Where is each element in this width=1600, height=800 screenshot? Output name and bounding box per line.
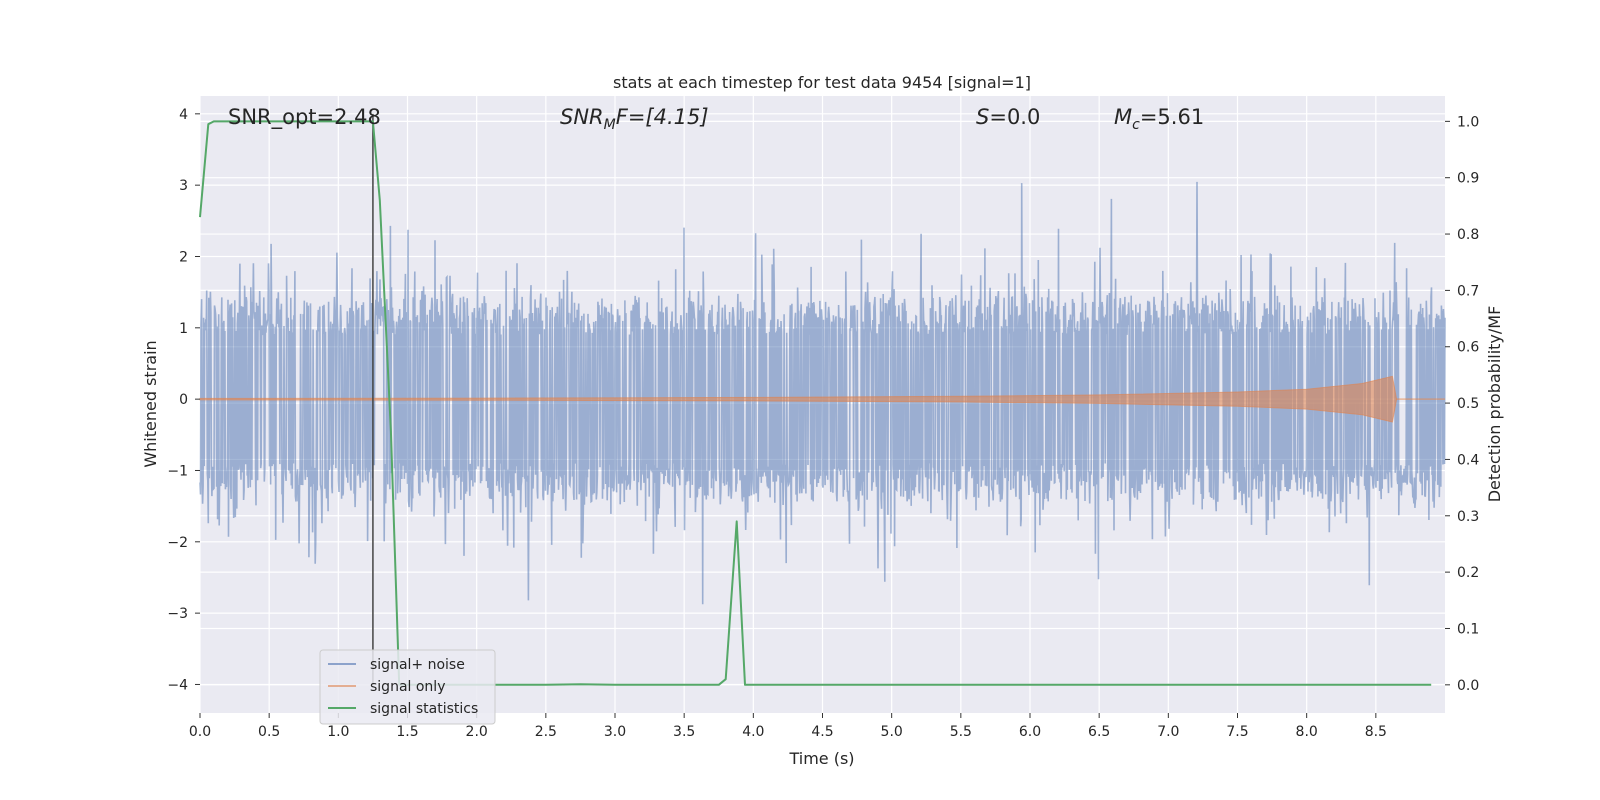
legend-box xyxy=(319,649,496,725)
y-tick-label-left-6: −2 xyxy=(167,535,188,551)
signal-envelope xyxy=(199,375,1398,423)
x-tick-label-1: 0.5 xyxy=(258,724,280,740)
annotation-s-main: S xyxy=(976,105,989,129)
annotation-s-rest: =0.0 xyxy=(989,105,1040,129)
y-tick-label-right-7: 0.3 xyxy=(1457,509,1479,525)
annotation-snr-mf: SNRMF=[4.15] xyxy=(560,105,709,133)
y-tick-label-right-6: 0.4 xyxy=(1457,452,1479,468)
x-tick-label-11: 5.5 xyxy=(950,724,972,740)
y-tick-label-left-2: 2 xyxy=(179,249,188,265)
x-tick-label-17: 8.5 xyxy=(1365,724,1387,740)
annotation-mc-sub: c xyxy=(1132,117,1140,133)
y-tick-label-left-4: 0 xyxy=(179,392,188,408)
y-tick-label-right-2: 0.8 xyxy=(1457,227,1479,243)
y-tick-label-right-1: 0.9 xyxy=(1457,171,1479,187)
x-tick-label-3: 1.5 xyxy=(396,724,418,740)
x-tick-label-2: 1.0 xyxy=(327,724,349,740)
x-tick-label-8: 4.0 xyxy=(742,724,764,740)
y-tick-label-left-7: −3 xyxy=(167,606,188,622)
x-axis-ticks: 0.0 0.5 1.0 1.5 2.0 2.5 3.0 3.5 4.0 4.5 5.0 5.5 6.0 6… xyxy=(189,713,1387,740)
x-tick-label-6: 3.0 xyxy=(604,724,626,740)
annotation-mc-main: M xyxy=(1114,105,1132,129)
x-tick-label-9: 4.5 xyxy=(811,724,833,740)
y-tick-label-left-8: −4 xyxy=(167,677,188,693)
annotation-mc-rest: =5.61 xyxy=(1140,105,1204,129)
x-tick-label-15: 7.5 xyxy=(1226,724,1248,740)
y-tick-label-right-0: 1.0 xyxy=(1457,114,1479,130)
x-tick-label-14: 7.0 xyxy=(1157,724,1179,740)
y-axis-label-right: Detection probability/MF xyxy=(1485,306,1504,503)
y-tick-label-right-9: 0.1 xyxy=(1457,621,1479,637)
chart-title: stats at each timestep for test data 945… xyxy=(613,73,1031,92)
series-signal-statistics xyxy=(199,120,1432,686)
x-axis-label: Time (s) xyxy=(788,749,854,768)
statistics-line xyxy=(199,120,1432,686)
x-tick-label-16: 8.0 xyxy=(1296,724,1318,740)
x-tick-label-4: 2.0 xyxy=(466,724,488,740)
y-axis-ticks-left: 4 3 2 1 0 −1 −2 −3 −4 xyxy=(167,107,200,693)
y-tick-label-right-10: 0.0 xyxy=(1457,678,1479,694)
legend-label-signal-plus-noise: signal+ noise xyxy=(370,657,465,673)
y-tick-label-right-5: 0.5 xyxy=(1457,396,1479,412)
annotation-snr-mf-rest: F=[4.15] xyxy=(616,105,709,129)
x-tick-label-12: 6.0 xyxy=(1019,724,1041,740)
x-tick-label-13: 6.5 xyxy=(1088,724,1110,740)
y-tick-label-left-5: −1 xyxy=(167,463,188,479)
annotation-snr-mf-main: SNR xyxy=(560,105,604,129)
legend: signal+ noise signal only signal statist… xyxy=(319,649,496,725)
noise-trace xyxy=(199,181,1446,605)
legend-label-signal-only: signal only xyxy=(370,679,445,695)
legend-label-signal-statistics: signal statistics xyxy=(370,701,478,717)
y-tick-label-right-3: 0.7 xyxy=(1457,283,1479,299)
x-tick-label-10: 5.0 xyxy=(881,724,903,740)
y-tick-label-left-1: 3 xyxy=(179,178,188,194)
y-tick-label-right-8: 0.2 xyxy=(1457,565,1479,581)
series-signal-only xyxy=(199,375,1445,423)
y-tick-label-left-3: 1 xyxy=(179,321,188,337)
x-tick-label-7: 3.5 xyxy=(673,724,695,740)
y-axis-ticks-right: 1.0 0.9 0.8 0.7 0.6 0.5 0.4 0.3 0.2 0.1 0.0 xyxy=(1445,114,1479,694)
y-tick-label-left-0: 4 xyxy=(179,107,188,123)
annotation-snr-opt: SNR_opt=2.48 xyxy=(228,105,381,130)
annotation-s: S=0.0 xyxy=(976,105,1040,129)
y-tick-label-right-4: 0.6 xyxy=(1457,340,1479,356)
annotation-mc: Mc=5.61 xyxy=(1114,105,1204,133)
annotation-snr-mf-sub: M xyxy=(604,117,616,133)
x-tick-label-5: 2.5 xyxy=(535,724,557,740)
x-tick-label-0: 0.0 xyxy=(189,724,211,740)
series-signal-plus-noise xyxy=(199,181,1446,605)
y-axis-label-left: Whitened strain xyxy=(141,340,160,467)
